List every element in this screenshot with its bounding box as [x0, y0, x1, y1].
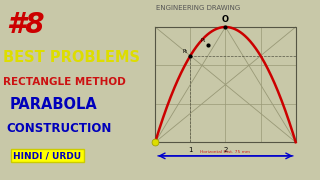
Text: BEST PROBLEMS: BEST PROBLEMS — [3, 50, 140, 65]
Text: Horizontal Dist. 75 mm: Horizontal Dist. 75 mm — [200, 150, 251, 154]
Text: RECTANGLE METHOD: RECTANGLE METHOD — [3, 77, 126, 87]
Text: HINDI / URDU: HINDI / URDU — [13, 151, 81, 160]
Text: P₂: P₂ — [182, 49, 188, 54]
Text: O: O — [222, 15, 229, 24]
Text: P₁: P₁ — [201, 38, 206, 43]
Text: PARABOLA: PARABOLA — [10, 97, 98, 112]
Text: #8: #8 — [7, 11, 45, 39]
Text: ENGINEERING DRAWING: ENGINEERING DRAWING — [156, 5, 241, 11]
Text: 1: 1 — [188, 147, 193, 152]
Text: CONSTRUCTION: CONSTRUCTION — [7, 122, 112, 135]
Text: 2: 2 — [223, 147, 228, 152]
